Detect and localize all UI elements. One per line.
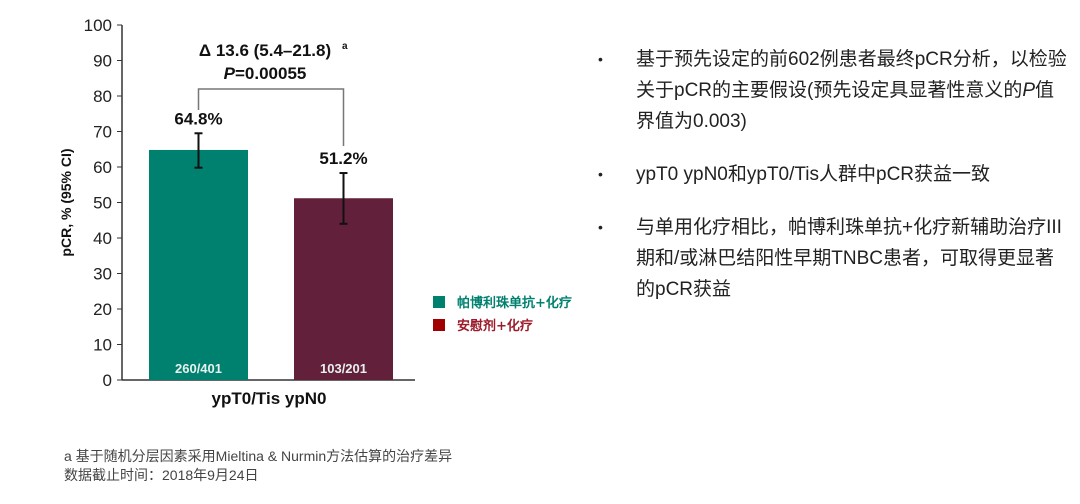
bar-placebo xyxy=(294,198,393,380)
p-value-annotation: P=0.00055 xyxy=(224,64,307,83)
comparison-bracket xyxy=(197,88,345,146)
y-tick-label: 30 xyxy=(93,265,112,284)
y-tick-label: 100 xyxy=(84,16,112,35)
data-label: 51.2% xyxy=(319,149,367,168)
legend-swatch xyxy=(433,318,445,331)
y-tick-label: 50 xyxy=(93,194,112,213)
legend-item-placebo: 安慰剂+化疗 xyxy=(433,313,572,336)
bullet-text: 基于预先设定的前602例患者最终pCR分析，以检验关于pCR的主要假设(预先设定… xyxy=(636,49,1067,101)
y-tick-label: 70 xyxy=(93,123,112,142)
bullet-text: 与单用化疗相比，帕博利珠单抗+化疗新辅助治疗III期和/或淋巴结阳性早期TNBC… xyxy=(636,217,1062,300)
footnote-marker: a xyxy=(342,41,348,52)
y-tick-label: 90 xyxy=(93,52,112,71)
footnotes: a 基于随机分层因素采用Mieltina & Nurmin方法估算的治疗差异 数… xyxy=(64,447,452,485)
bullet-marker: • xyxy=(598,219,603,235)
legend-swatch xyxy=(433,295,445,308)
y-tick-label: 60 xyxy=(93,158,112,177)
x-category-label: ypT0/Tis ypN0 xyxy=(212,389,327,408)
count-label: 103/201 xyxy=(320,361,367,376)
legend-item-pembrolizumab: 帕博利珠单抗+化疗 xyxy=(433,290,572,313)
y-tick-label: 10 xyxy=(93,336,112,355)
bullet-text-tail: 值界值为0.003) xyxy=(636,80,1055,132)
data-label: 64.8% xyxy=(174,109,222,128)
footnote-a: a 基于随机分层因素采用Mieltina & Nurmin方法估算的治疗差异 xyxy=(64,448,453,464)
bullet-item: • 与单用化疗相比，帕博利珠单抗+化疗新辅助治疗III期和/或淋巴结阳性早期TN… xyxy=(598,212,1068,305)
bar-pembrolizumab xyxy=(149,149,248,380)
bullet-marker: • xyxy=(598,51,603,67)
y-tick-label: 20 xyxy=(93,300,112,319)
bar-chart: 0 10 20 30 40 50 60 70 80 90 100 pCR, % (95% CI) 64.… xyxy=(58,16,415,408)
bullet-list: • 基于预先设定的前602例患者最终pCR分析，以检验关于pCR的主要假设(预先… xyxy=(598,44,1068,327)
y-tick-label: 40 xyxy=(93,229,112,248)
y-tick-label: 0 xyxy=(103,371,112,390)
p-italic: P xyxy=(1022,80,1036,101)
bullet-text: ypT0 ypN0和ypT0/Tis人群中pCR获益一致 xyxy=(636,164,991,185)
legend: 帕博利珠单抗+化疗 安慰剂+化疗 xyxy=(433,290,572,336)
bullet-item: • 基于预先设定的前602例患者最终pCR分析，以检验关于pCR的主要假设(预先… xyxy=(598,44,1068,137)
y-tick-label: 80 xyxy=(93,87,112,106)
count-label: 260/401 xyxy=(175,361,222,376)
legend-label: 安慰剂+化疗 xyxy=(457,319,533,334)
delta-annotation: Δ 13.6 (5.4–21.8) xyxy=(199,41,331,60)
legend-label: 帕博利珠单抗+化疗 xyxy=(457,296,572,311)
footnote-date: 数据截止时间：2018年9月24日 xyxy=(64,467,259,483)
bullet-item: • ypT0 ypN0和ypT0/Tis人群中pCR获益一致 xyxy=(598,159,1068,190)
bullet-marker: • xyxy=(598,166,603,182)
y-axis-label: pCR, % (95% CI) xyxy=(58,148,74,256)
